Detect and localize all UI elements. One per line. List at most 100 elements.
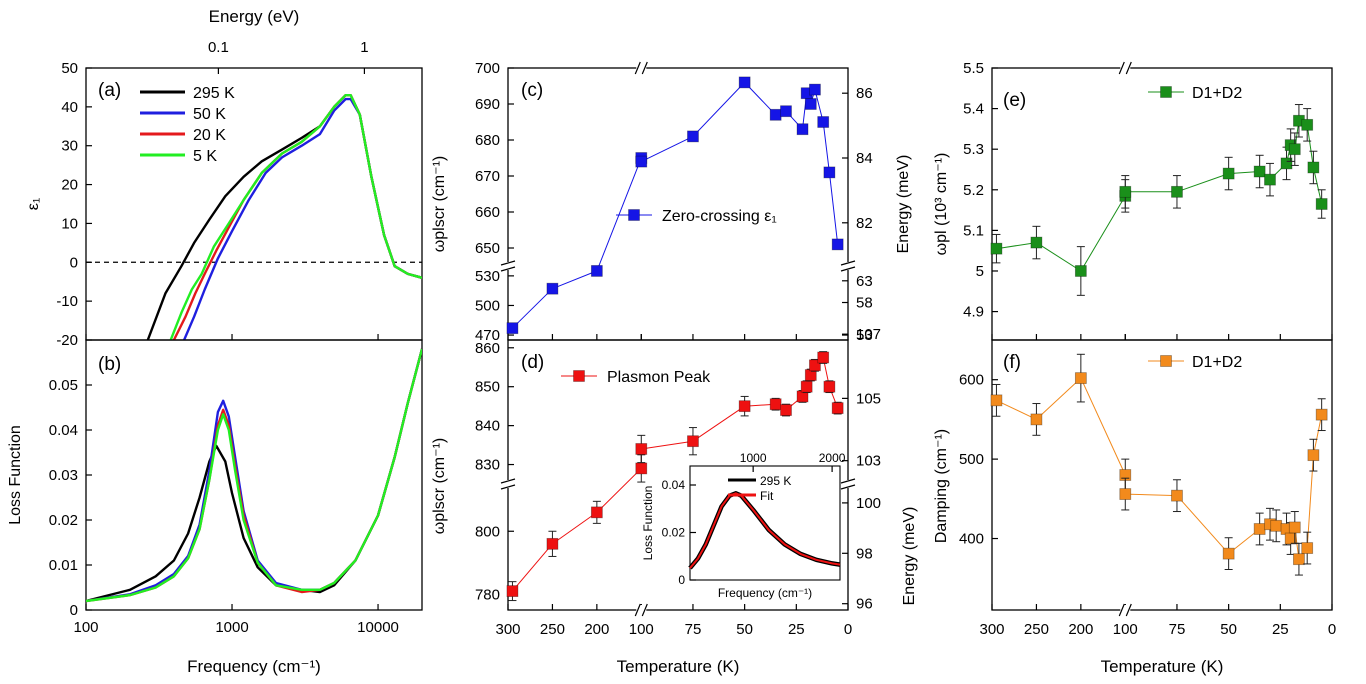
- y-tick-label: 10: [61, 215, 78, 232]
- y-axis-title: ωpl (10³ cm⁻¹): [933, 153, 950, 256]
- series-line-295K: [86, 348, 422, 603]
- data-point: [1222, 547, 1235, 560]
- inset-y-axis-title: Loss Function: [641, 486, 655, 561]
- y-tick-label: 500: [475, 297, 500, 314]
- y-tick-label: 0.05: [49, 377, 78, 394]
- data-point: [1315, 408, 1328, 421]
- axis-break-mark: [1125, 603, 1132, 617]
- inset-x-tick-label: 1000: [740, 451, 767, 465]
- axis-break-gap: [1120, 605, 1131, 615]
- panel-b-frame: [85, 339, 423, 611]
- x-tick-label: 1000: [215, 619, 248, 636]
- axis-break-mark: [1118, 603, 1125, 617]
- x-tick-label: 50: [736, 621, 753, 638]
- y-tick-label: 680: [475, 132, 500, 149]
- panel-f: 300 250 200 100 75 50 25 0400500600D1+D2(f)Damp…: [933, 339, 1336, 638]
- panel-e: 5 5.1 5.2 5.3 5.4 5.5 4.9 D1+D2 (e) ωpl (10³ cm⁻¹…: [933, 60, 1333, 341]
- data-point: [506, 322, 519, 335]
- data-point: [635, 155, 648, 168]
- data-point: [738, 76, 751, 89]
- axis-break-gap: [502, 262, 514, 270]
- panel-label: (f): [1003, 352, 1021, 373]
- data-point: [1315, 198, 1328, 210]
- inset-legend-label: 295 K: [760, 474, 791, 488]
- y-tick-label: 0.04: [49, 422, 78, 439]
- data-point: [990, 394, 1003, 407]
- panel-c-frame: [507, 67, 849, 341]
- y-tick-label: 5: [976, 263, 984, 280]
- panel-label: (b): [98, 354, 121, 375]
- legend-label: 295 K: [193, 85, 235, 102]
- middle-x-axis-title: Temperature (K): [617, 657, 740, 676]
- axis-break-gap: [1120, 63, 1131, 73]
- y-tick-label: 5.4: [963, 101, 984, 118]
- axis-break-mark: [500, 260, 516, 266]
- y-tick-label: 40: [61, 99, 78, 116]
- series-line-50K: [86, 348, 422, 603]
- x-tick-label: 10000: [357, 619, 399, 636]
- y-tick-label: 700: [475, 60, 500, 77]
- right-y-tick-label: 53: [856, 327, 873, 344]
- axis-break-mark: [840, 478, 856, 484]
- inset-y-tick-label: 0.02: [662, 526, 686, 540]
- right-y-tick-label: 63: [856, 273, 873, 290]
- y-tick-label: 470: [475, 327, 500, 344]
- data-point: [1119, 185, 1132, 198]
- data-point: [1307, 449, 1320, 462]
- x-tick-label: 200: [1068, 621, 1093, 638]
- right-y-tick-label: 100: [856, 495, 881, 512]
- axis-break-mark: [500, 478, 516, 484]
- data-point: [546, 537, 559, 550]
- y-axis-title: Loss Function: [7, 425, 24, 525]
- data-point: [831, 402, 844, 415]
- data-point: [1253, 165, 1266, 178]
- legend-swatch-marker: [573, 370, 585, 382]
- y-tick-label: 50: [61, 60, 78, 77]
- axis-break-gap: [636, 605, 647, 615]
- x-tick-label: 200: [584, 621, 609, 638]
- y-tick-label: 800: [475, 523, 500, 540]
- x-tick-label: 25: [788, 621, 805, 638]
- axis-break-gap: [842, 262, 854, 270]
- legend-label: Zero-crossing ε₁: [662, 208, 777, 225]
- data-point: [817, 351, 830, 364]
- series-line-zero-crossing: [512, 81, 839, 329]
- axis-break-mark: [634, 61, 641, 75]
- right-y-tick-label: 107: [856, 326, 881, 343]
- right-y-tick-label: 96: [856, 596, 873, 613]
- panel-c: 650 660 670 680 690 700 470 500 530 82 84 86 63 58 53 Z…: [431, 60, 912, 344]
- x-tick-label: 0: [1328, 621, 1336, 638]
- right-y-axis-title: Energy (meV): [901, 507, 918, 606]
- x-tick-label: 100: [629, 621, 654, 638]
- y-tick-label: 5.3: [963, 141, 984, 158]
- y-axis-title: ε₁: [25, 198, 42, 211]
- right-y-tick-label: 82: [856, 215, 873, 232]
- panel-e-frame: [991, 67, 1333, 341]
- data-point: [635, 462, 648, 475]
- legend-swatch-marker: [628, 209, 640, 221]
- y-tick-label: 830: [475, 457, 500, 474]
- inset-y-tick-label: 0: [678, 573, 685, 587]
- y-tick-label: 780: [475, 586, 500, 603]
- data-point: [1301, 118, 1314, 131]
- x-tick-label: 0: [844, 621, 852, 638]
- axis-break-gap: [636, 63, 647, 73]
- x-tick-label: 25: [1272, 621, 1289, 638]
- y-tick-label: 850: [475, 379, 500, 396]
- right-x-axis-title: Temperature (K): [1101, 657, 1224, 676]
- data-point: [823, 166, 836, 179]
- y-tick-label: 600: [959, 372, 984, 389]
- data-point: [780, 105, 792, 118]
- data-point: [546, 282, 559, 295]
- legend-swatch-marker: [1160, 86, 1172, 98]
- data-point: [780, 404, 792, 416]
- data-point: [1293, 553, 1305, 566]
- y-tick-label: 5.2: [963, 182, 984, 199]
- left-x-axis-title: Frequency (cm⁻¹): [187, 657, 321, 676]
- y-tick-label: 840: [475, 418, 500, 435]
- y-tick-label: 20: [61, 177, 78, 194]
- axis-break-mark: [840, 266, 856, 272]
- axis-break-mark: [840, 484, 856, 490]
- data-point: [1288, 143, 1301, 156]
